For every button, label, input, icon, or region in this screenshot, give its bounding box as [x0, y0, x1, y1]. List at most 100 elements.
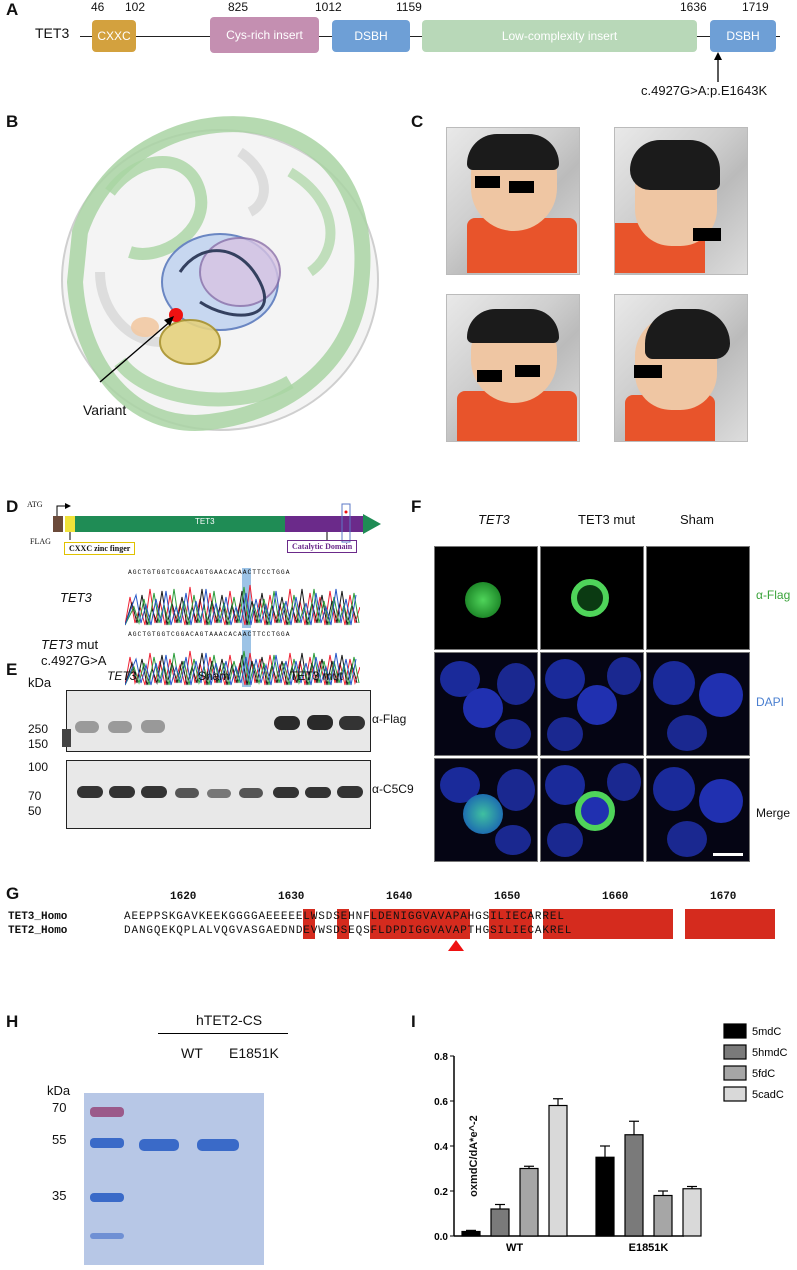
category-label: WT — [506, 1242, 523, 1254]
marker-100: 100 — [28, 760, 49, 774]
micro-flag-tet3-mut — [540, 546, 644, 650]
sequence-mut: AGCTGTGGTCGGACAGTAAACACAACTTCCTGGA — [128, 631, 291, 638]
bar-5cadC-WT — [548, 1104, 568, 1237]
trace-label-variant: c.4927G>A — [41, 653, 107, 668]
legend-swatch-5fdC — [723, 1065, 747, 1081]
pos-1012: 1012 — [315, 0, 342, 14]
scale-bar — [713, 853, 743, 856]
marker-70: 70 — [28, 789, 42, 803]
bar-5mdC-WT — [461, 1230, 481, 1237]
kda-label: kDa — [28, 675, 52, 690]
legend-swatch-5cadC — [723, 1086, 747, 1102]
protein-structure-image — [61, 116, 379, 431]
row-label-dapi: DAPI — [756, 695, 785, 709]
tick-1650: 1650 — [494, 891, 521, 903]
lane-label-wt: WT — [181, 1045, 203, 1061]
panel-label-d: D — [6, 497, 19, 516]
y-tick-label: 0.0 — [434, 1232, 448, 1243]
tick-1640: 1640 — [386, 891, 413, 903]
domain-low-complexity: Low-complexity insert — [422, 20, 697, 52]
y-tick-label: 0.6 — [434, 1097, 448, 1108]
panel-label-f: F — [411, 497, 422, 516]
col-label-sham: Sham — [680, 512, 714, 527]
variant-annotation: c.4927G>A:p.E1643K — [641, 83, 768, 98]
pos-1719: 1719 — [742, 0, 769, 14]
pos-102: 102 — [125, 0, 146, 14]
micro-dapi-tet3 — [434, 652, 538, 756]
patient-photo-front-1 — [446, 127, 580, 275]
conserved-block — [489, 909, 532, 939]
tet3-bar-label: TET3 — [195, 517, 215, 526]
group-label-tet3-mut: TET3 mut — [290, 669, 343, 683]
antibody-flag: α-Flag — [372, 712, 407, 726]
micro-merge-sham — [646, 758, 750, 862]
col-label-tet3-mut: TET3 mut — [578, 512, 636, 527]
western-blot-c5c9 — [66, 760, 371, 829]
panel-label-a: A — [6, 0, 19, 19]
gel-header: hTET2-CS — [196, 1012, 263, 1028]
trace-label-tet3: TET3 — [60, 590, 92, 605]
seq-name-tet3: TET3_Homo — [8, 911, 68, 923]
domain-dsbh-1: DSBH — [332, 20, 410, 52]
bar-5fdC-E1851K — [653, 1194, 673, 1237]
sequence-wt: AGCTGTGGTCGGACAGTGAACACAACTTCCTGGA — [128, 569, 291, 576]
group-label-sham: Sham — [198, 669, 230, 683]
atg-label: ATG — [27, 500, 43, 509]
pos-1159: 1159 — [396, 0, 422, 14]
seq-tet2: DANGQEKQPLALVQGVASGAEDNDEVWSDSEQSFLDPDIG… — [124, 925, 573, 937]
col-label-tet3: TET3 — [478, 512, 510, 527]
legend-label: 5hmdC — [752, 1047, 788, 1059]
pos-1636: 1636 — [680, 0, 707, 14]
panel-label-i: I — [411, 1012, 416, 1031]
patient-photo-side-2 — [614, 294, 748, 442]
bar-5mdC-E1851K — [595, 1156, 615, 1237]
trace-label-mut-gene: TET3 — [41, 637, 73, 652]
domain-cxxc: CXXC — [92, 20, 136, 52]
pos-46: 46 — [91, 0, 105, 14]
y-tick-label: 0.2 — [434, 1187, 448, 1198]
seq-tet3: AEEPPSKGAVKEEKGGGGAEEEEELWSDSEHNFLDENIGG… — [124, 911, 565, 923]
variant-label: Variant — [83, 402, 127, 418]
lane-label-e1851k: E1851K — [229, 1045, 279, 1061]
y-tick-label: 0.8 — [434, 1052, 448, 1063]
panel-label-b: B — [6, 112, 19, 131]
legend-swatch-5hmdC — [723, 1044, 747, 1060]
catalytic-domain-box: Catalytic Domain — [287, 540, 358, 553]
domain-dsbh-2: DSBH — [710, 20, 776, 52]
tick-1670: 1670 — [710, 891, 737, 903]
flag-label: FLAG — [30, 537, 51, 546]
micro-dapi-tet3-mut — [540, 652, 644, 756]
gel-marker-70: 70 — [52, 1100, 67, 1115]
micro-flag-sham — [646, 546, 750, 650]
cxxc-zinc-finger-box: CXXC zinc finger — [64, 542, 136, 555]
legend-swatch-5mdC — [723, 1023, 747, 1039]
conserved-block — [370, 909, 470, 939]
micro-flag-tet3 — [434, 546, 538, 650]
chromatogram-mut — [125, 650, 360, 686]
chromatogram-wt — [125, 584, 360, 626]
micro-merge-tet3 — [434, 758, 538, 862]
bar-5fdC-WT — [519, 1167, 539, 1237]
marker-250: 250 — [28, 722, 49, 736]
micro-merge-tet3-mut — [540, 758, 644, 862]
conserved-block — [337, 909, 349, 939]
y-tick-label: 0.4 — [434, 1142, 448, 1153]
tick-1630: 1630 — [278, 891, 305, 903]
legend-label: 5mdC — [752, 1026, 781, 1038]
conserved-block — [543, 909, 673, 939]
trace-label-mut-suffix: mut — [72, 637, 99, 652]
gel-marker-35: 35 — [52, 1188, 67, 1203]
micro-dapi-sham — [646, 652, 750, 756]
tick-1660: 1660 — [602, 891, 629, 903]
gel-header-line — [158, 1033, 288, 1034]
methylation-bar-chart: 0.0 0.2 0.4 0.6 0.8 WT E1851K 5mdC 5hmdC 5fdC 5cad… — [434, 1023, 788, 1254]
gene-name: TET3 — [35, 25, 70, 41]
variant-site-triangle-icon — [448, 940, 464, 951]
western-blot-flag — [62, 690, 371, 752]
gel-kda-label: kDa — [47, 1083, 71, 1098]
antibody-c5c9: α-C5C9 — [372, 782, 414, 796]
panel-label-c: C — [411, 112, 424, 131]
group-label-tet3: TET3 — [107, 669, 137, 683]
panel-label-e: E — [6, 660, 18, 679]
bar-5cadC-E1851K — [682, 1188, 702, 1237]
